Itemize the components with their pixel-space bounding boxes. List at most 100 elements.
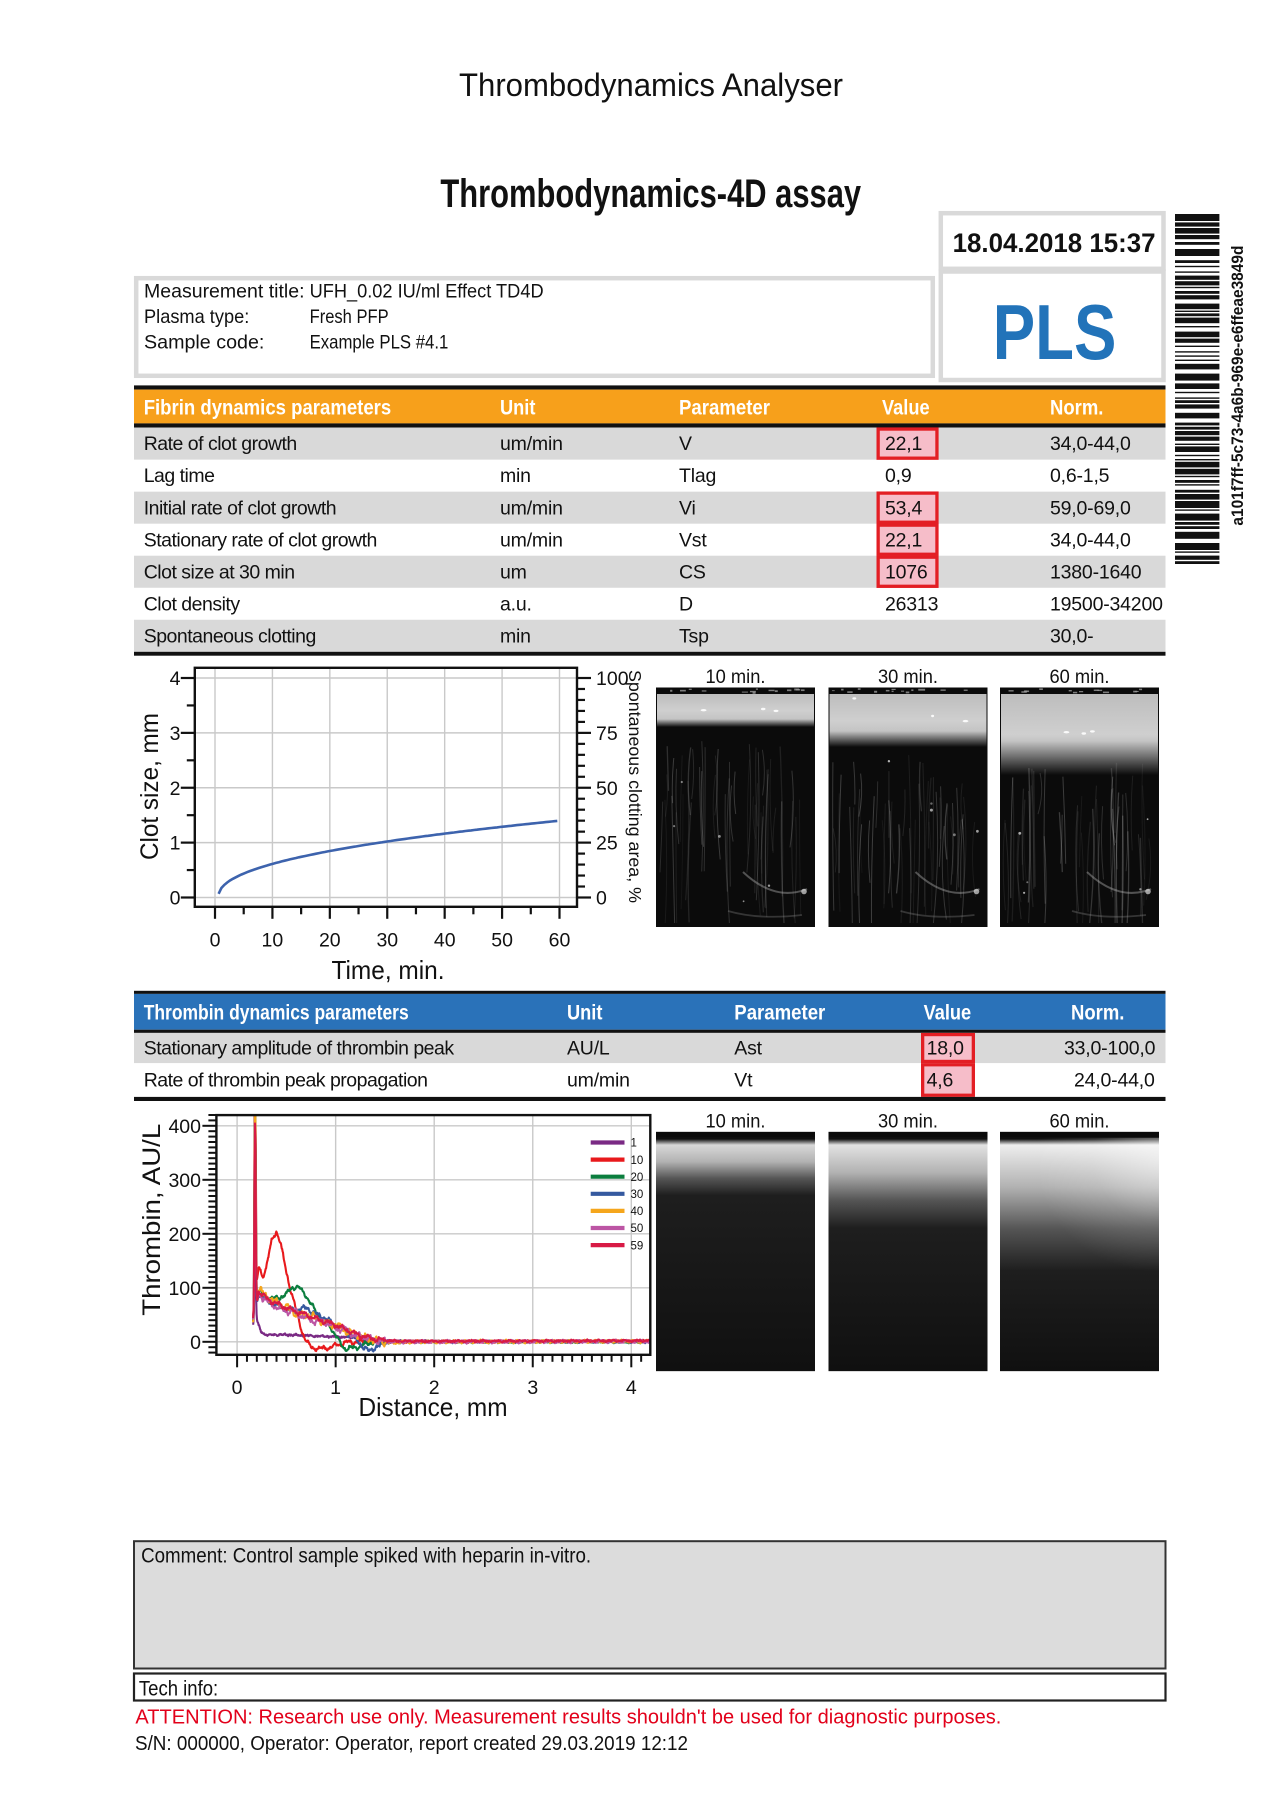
svg-text:30 min.: 30 min. <box>878 1112 938 1133</box>
svg-text:33,0-100,0: 33,0-100,0 <box>1064 1038 1156 1060</box>
svg-text:um/min: um/min <box>500 433 563 455</box>
svg-text:34,0-44,0: 34,0-44,0 <box>1050 433 1131 455</box>
svg-text:0: 0 <box>232 1377 243 1399</box>
svg-text:Unit: Unit <box>500 396 535 420</box>
svg-text:um: um <box>500 561 527 583</box>
svg-text:Vt: Vt <box>734 1070 753 1092</box>
svg-text:Tech info:: Tech info: <box>139 1678 218 1701</box>
svg-text:25: 25 <box>596 833 618 855</box>
svg-text:4: 4 <box>170 668 181 690</box>
svg-text:2: 2 <box>170 778 181 800</box>
svg-text:1: 1 <box>170 833 181 855</box>
svg-text:Value: Value <box>924 1000 972 1024</box>
svg-text:Fresh PFP: Fresh PFP <box>310 306 389 328</box>
svg-text:um/min: um/min <box>567 1070 630 1092</box>
svg-text:Vst: Vst <box>679 529 707 551</box>
svg-text:Fibrin dynamics parameters: Fibrin dynamics parameters <box>144 396 392 420</box>
svg-text:Comment: Control sample spiked: Comment: Control sample spiked with hepa… <box>141 1545 591 1568</box>
svg-text:ATTENTION: Research use only.: ATTENTION: Research use only. Measuremen… <box>135 1705 1001 1728</box>
svg-text:Thrombodynamics-4D assay: Thrombodynamics-4D assay <box>440 172 861 216</box>
svg-text:18,0: 18,0 <box>927 1038 965 1060</box>
svg-text:26313: 26313 <box>885 593 938 615</box>
svg-text:Spontaneous clotting: Spontaneous clotting <box>144 625 316 647</box>
svg-text:min: min <box>500 465 531 487</box>
svg-text:a.u.: a.u. <box>500 593 532 615</box>
svg-text:Stationary rate of clot growth: Stationary rate of clot growth <box>144 529 377 551</box>
svg-text:40: 40 <box>631 1206 644 1218</box>
svg-text:Tsp: Tsp <box>679 625 709 647</box>
svg-text:Tlag: Tlag <box>679 465 716 487</box>
svg-text:Plasma type:: Plasma type: <box>144 306 249 328</box>
svg-text:Thrombin dynamics parameters: Thrombin dynamics parameters <box>144 1000 409 1024</box>
svg-text:0: 0 <box>190 1332 201 1354</box>
svg-text:V: V <box>679 433 692 455</box>
svg-text:400: 400 <box>168 1116 201 1138</box>
svg-text:4,6: 4,6 <box>927 1070 954 1092</box>
svg-text:Lag time: Lag time <box>144 465 215 487</box>
svg-text:Norm.: Norm. <box>1050 396 1103 420</box>
svg-text:Clot density: Clot density <box>144 593 241 615</box>
svg-text:20: 20 <box>319 929 341 951</box>
svg-text:0: 0 <box>170 888 181 910</box>
svg-text:3: 3 <box>170 723 181 745</box>
svg-text:PLS: PLS <box>993 288 1117 376</box>
svg-text:50: 50 <box>631 1223 644 1235</box>
svg-text:60 min.: 60 min. <box>1050 667 1110 688</box>
svg-text:1: 1 <box>631 1138 637 1150</box>
svg-text:19500-34200: 19500-34200 <box>1050 593 1163 615</box>
svg-text:Thrombin, AU/L: Thrombin, AU/L <box>138 1124 166 1316</box>
svg-text:10: 10 <box>631 1155 644 1167</box>
svg-text:Measurement title:: Measurement title: <box>144 281 305 303</box>
svg-text:Parameter: Parameter <box>734 1000 826 1024</box>
svg-text:18.04.2018 15:37: 18.04.2018 15:37 <box>953 228 1156 258</box>
svg-text:50: 50 <box>491 929 513 951</box>
svg-text:40: 40 <box>434 929 456 951</box>
svg-text:Ast: Ast <box>734 1038 762 1060</box>
svg-text:AU/L: AU/L <box>567 1038 610 1060</box>
svg-text:UFH_0.02 IU/ml Effect TD4D: UFH_0.02 IU/ml Effect TD4D <box>310 281 544 303</box>
svg-text:0: 0 <box>596 888 607 910</box>
svg-text:1380-1640: 1380-1640 <box>1050 561 1142 583</box>
svg-text:200: 200 <box>168 1224 201 1246</box>
svg-text:Value: Value <box>882 396 930 420</box>
svg-text:34,0-44,0: 34,0-44,0 <box>1050 529 1131 551</box>
svg-text:3: 3 <box>527 1377 538 1399</box>
svg-text:59: 59 <box>631 1240 644 1252</box>
svg-text:30,0-: 30,0- <box>1050 625 1093 647</box>
svg-text:0,6-1,5: 0,6-1,5 <box>1050 465 1110 487</box>
svg-text:100: 100 <box>168 1278 201 1300</box>
svg-text:30: 30 <box>631 1189 644 1201</box>
svg-text:CS: CS <box>679 561 706 583</box>
svg-text:4: 4 <box>626 1377 637 1399</box>
svg-text:60 min.: 60 min. <box>1050 1112 1110 1133</box>
svg-text:60: 60 <box>549 929 571 951</box>
svg-text:Sample code:: Sample code: <box>144 332 264 354</box>
svg-text:Stationary amplitude of thromb: Stationary amplitude of thrombin peak <box>144 1038 455 1060</box>
svg-text:Norm.: Norm. <box>1071 1000 1124 1024</box>
svg-text:Initial rate of clot growth: Initial rate of clot growth <box>144 497 336 519</box>
svg-text:22,1: 22,1 <box>885 529 922 551</box>
svg-text:Example PLS #4.1: Example PLS #4.1 <box>310 332 449 354</box>
svg-text:Rate of clot growth: Rate of clot growth <box>144 433 297 455</box>
svg-text:22,1: 22,1 <box>885 433 922 455</box>
svg-text:59,0-69,0: 59,0-69,0 <box>1050 497 1131 519</box>
svg-text:Distance, mm: Distance, mm <box>359 1392 508 1422</box>
svg-text:Clot size, mm: Clot size, mm <box>136 713 164 860</box>
svg-text:min: min <box>500 625 531 647</box>
svg-text:um/min: um/min <box>500 529 563 551</box>
svg-text:Thrombodynamics Analyser: Thrombodynamics Analyser <box>459 67 843 103</box>
svg-text:Parameter: Parameter <box>679 396 771 420</box>
svg-text:100: 100 <box>596 668 629 690</box>
svg-text:Spontaneous clotting area, %: Spontaneous clotting area, % <box>625 670 645 903</box>
svg-text:D: D <box>679 593 693 615</box>
svg-text:20: 20 <box>631 1172 644 1184</box>
svg-text:30 min.: 30 min. <box>878 667 938 688</box>
svg-text:um/min: um/min <box>500 497 563 519</box>
svg-text:53,4: 53,4 <box>885 497 923 519</box>
svg-text:10 min.: 10 min. <box>706 667 766 688</box>
svg-text:0: 0 <box>210 929 221 951</box>
svg-text:S/N: 000000, Operator: Operato: S/N: 000000, Operator: Operator, report … <box>135 1732 688 1755</box>
svg-text:1: 1 <box>330 1377 341 1399</box>
svg-text:Unit: Unit <box>567 1000 602 1024</box>
svg-text:10: 10 <box>262 929 284 951</box>
